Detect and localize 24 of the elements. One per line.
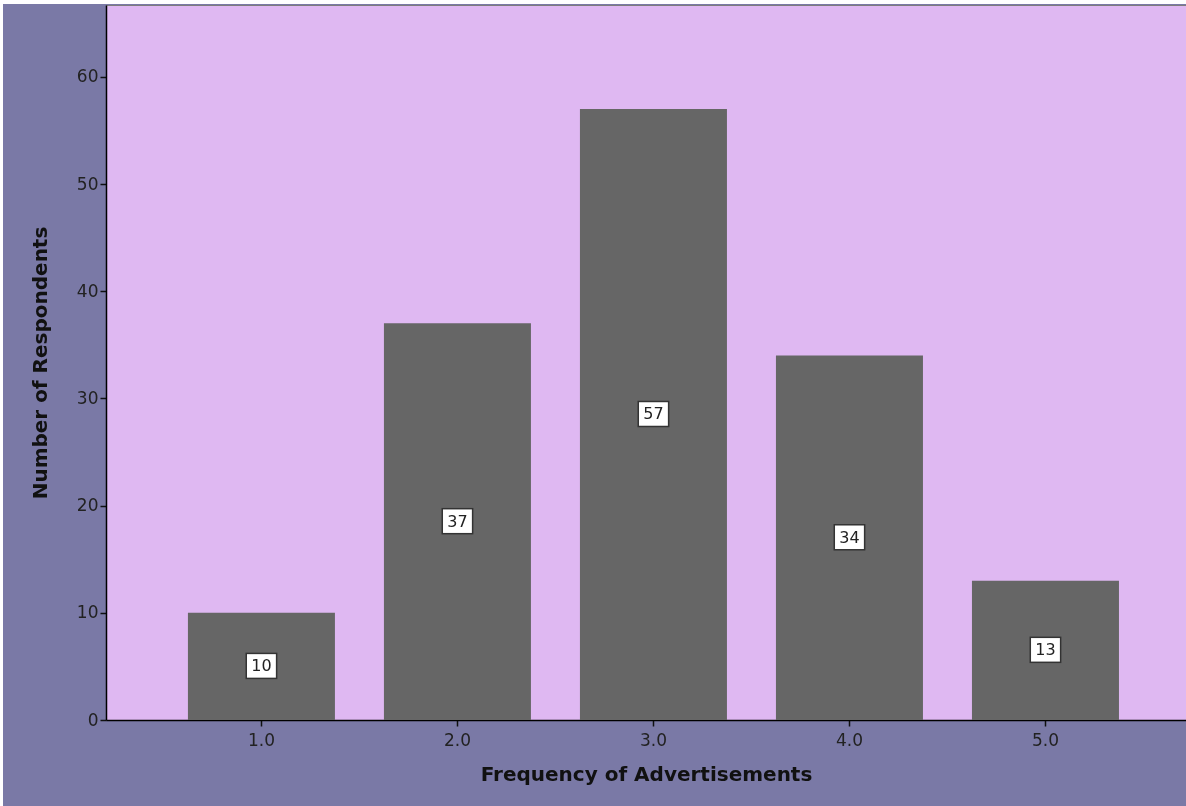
y-tick-label: 60 bbox=[76, 66, 99, 87]
data-label: 34 bbox=[839, 527, 860, 547]
data-label: 37 bbox=[447, 511, 468, 531]
x-tick-label: 2.0 bbox=[443, 729, 471, 750]
x-tick-label: 1.0 bbox=[247, 729, 275, 750]
x-tick-label: 5.0 bbox=[1031, 729, 1059, 750]
bar bbox=[579, 108, 727, 720]
y-tick-label: 0 bbox=[87, 709, 99, 730]
x-tick-label: 3.0 bbox=[639, 729, 667, 750]
bar bbox=[971, 580, 1119, 720]
x-tick-label: 4.0 bbox=[835, 729, 863, 750]
y-tick-label: 50 bbox=[76, 173, 99, 194]
data-label: 13 bbox=[1035, 640, 1056, 660]
bar bbox=[775, 355, 923, 720]
data-label: 57 bbox=[643, 404, 664, 424]
y-axis-title: Number of Respondents bbox=[27, 226, 52, 500]
data-label: 10 bbox=[251, 656, 272, 676]
y-tick-label: 20 bbox=[76, 495, 99, 516]
y-tick-label: 30 bbox=[76, 387, 99, 408]
x-axis-title: Frequency of Advertisements bbox=[480, 761, 813, 786]
bar bbox=[383, 323, 531, 720]
y-tick-label: 10 bbox=[76, 602, 99, 623]
y-tick-label: 40 bbox=[76, 280, 99, 301]
bar bbox=[187, 612, 335, 720]
